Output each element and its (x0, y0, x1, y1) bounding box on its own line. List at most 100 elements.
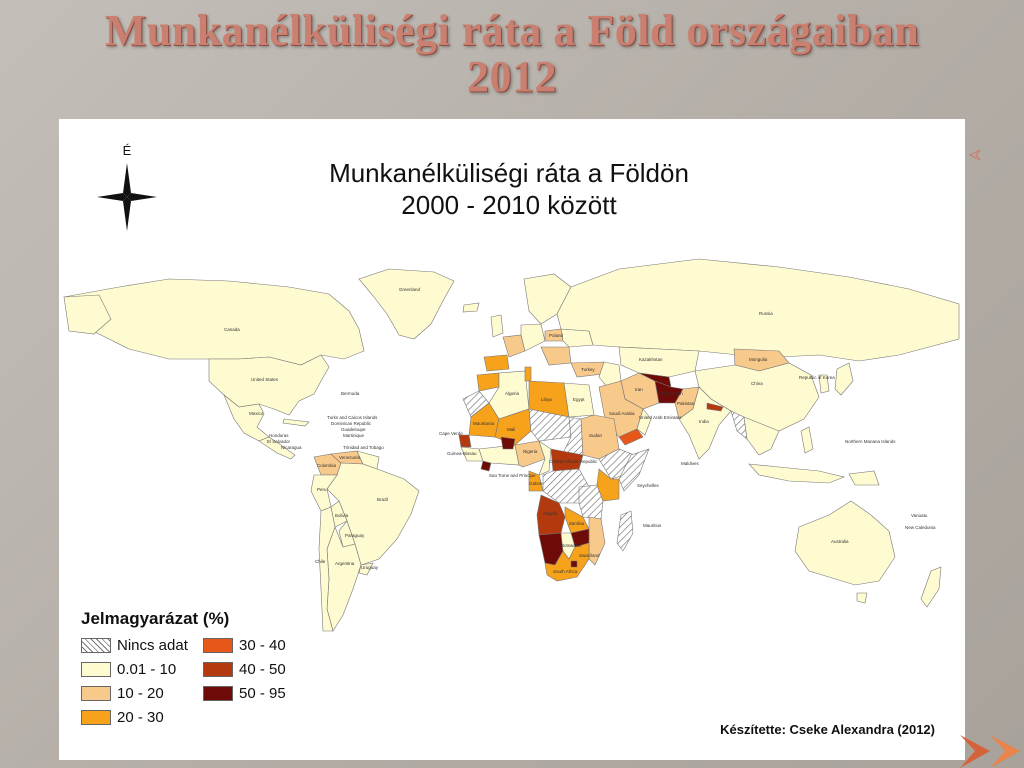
region-uruguay (358, 562, 374, 576)
label-russia: Russia (759, 311, 773, 316)
legend-label: 10 - 20 (117, 685, 164, 702)
label-iran: Iran (635, 387, 643, 392)
map-title-line1: Munkanélküliségi ráta a Földön (329, 158, 689, 188)
legend: Jelmagyarázat (%) Nincs adat 30 - 40 0.0… (81, 609, 341, 726)
region-united-states (208, 354, 330, 416)
region-central-europe (520, 323, 546, 352)
label-mali: Mali (507, 427, 515, 432)
ornament-icon (968, 149, 981, 161)
region-nigeria (514, 440, 546, 468)
label-honduras: Honduras (269, 433, 289, 438)
label-sudan: Sudan (589, 433, 603, 438)
legend-item-0-10: 0.01 - 10 (81, 661, 203, 678)
legend-swatch (203, 638, 233, 653)
label-maldives: Maldives (681, 461, 700, 466)
region-peru (310, 474, 338, 512)
label-seychelles: Seychelles (637, 483, 660, 488)
north-arrow-icon: É (97, 143, 157, 231)
region-burkina (500, 436, 516, 450)
legend-label: 0.01 - 10 (117, 661, 177, 678)
region-indonesia (748, 463, 845, 484)
label-india: India (699, 419, 709, 424)
label-mexico: Mexico (249, 411, 264, 416)
label-martinique: Martinique (343, 433, 365, 438)
label-korea: Republic of Korea (799, 375, 835, 380)
region-se-asia (743, 416, 780, 456)
region-alaska (63, 294, 112, 335)
label-el-salvador: El Salvador (267, 439, 291, 444)
legend-title: Jelmagyarázat (%) (81, 609, 230, 628)
legend-swatch (81, 710, 111, 725)
label-bolivia: Bolivia (335, 513, 349, 518)
legend-swatch (81, 686, 111, 701)
region-lesotho (570, 560, 578, 568)
map-credit: Készítette: Cseke Alexandra (2012) (720, 722, 935, 737)
region-tunisia (524, 366, 532, 382)
label-chile: Chile (315, 559, 326, 564)
country-labels: Greenland Canada United States Bermuda M… (224, 287, 936, 574)
label-vanuatu: Vanuatu (911, 513, 928, 518)
legend-item-no-data: Nincs adat (81, 637, 203, 654)
region-greenland (358, 268, 455, 340)
label-car: Central African Republic (549, 459, 598, 464)
legend-label: 30 - 40 (239, 637, 286, 654)
label-turkey: Turkey (581, 367, 595, 372)
slide-title-line1: Munkanélküliségi ráta a Föld országaiban (104, 6, 920, 55)
legend-label: 20 - 30 (117, 709, 164, 726)
label-sao-tome: Sao Tome and Principe (489, 473, 536, 478)
region-chile (318, 506, 336, 632)
region-spain (483, 354, 510, 372)
label-venezuela: Venezuela (339, 455, 361, 460)
region-central-america (258, 436, 296, 460)
region-australia (794, 500, 896, 586)
slide-title: Munkanélküliségi ráta a Föld országaiban… (0, 8, 1024, 100)
label-greenland: Greenland (399, 287, 421, 292)
legend-swatch (81, 638, 111, 653)
legend-swatch (81, 662, 111, 677)
region-niger (528, 408, 572, 442)
label-china: China (751, 381, 763, 386)
legend-item-10-20: 10 - 20 (81, 685, 203, 702)
label-nicaragua: Nicaragua (281, 445, 302, 450)
region-iceland (462, 302, 480, 313)
region-ukraine (560, 328, 594, 348)
label-poland: Poland (549, 333, 564, 338)
region-png (848, 470, 880, 486)
label-colombia: Colombia (317, 463, 337, 468)
legend-item-30-40: 30 - 40 (203, 637, 323, 654)
label-gabon: Gabon (529, 481, 543, 486)
legend-grid: Nincs adat 30 - 40 0.01 - 10 40 - 50 10 … (81, 637, 341, 726)
label-botswana: Botswana (561, 543, 581, 548)
legend-label: Nincs adat (117, 637, 188, 654)
label-paraguay: Paraguay (345, 533, 365, 538)
label-trinidad-tobago: Trinidad and Tobago (343, 445, 384, 450)
legend-item-50-95: 50 - 95 (203, 685, 323, 702)
legend-item-40-50: 40 - 50 (203, 661, 323, 678)
region-korea (818, 374, 830, 394)
region-philippines (800, 426, 814, 454)
label-mauritius: Mauritius (643, 523, 662, 528)
label-united-states: United States (251, 377, 279, 382)
label-turks-caicos: Turks and Caicos Islands (327, 415, 378, 420)
label-zambia: Zambia (569, 521, 585, 526)
label-nigeria: Nigeria (523, 449, 538, 454)
region-senegal (458, 434, 472, 448)
label-mongolia: Mongolia (749, 357, 768, 362)
region-india (678, 386, 732, 460)
label-new-caledonia: New Caledonia (905, 525, 936, 530)
label-australia: Australia (831, 539, 849, 544)
region-japan (834, 362, 854, 396)
region-madagascar (616, 510, 634, 552)
region-cameroon (538, 440, 552, 476)
label-argentina: Argentina (335, 561, 355, 566)
region-tasmania (856, 592, 868, 604)
map-title-line2: 2000 - 2010 között (401, 190, 617, 220)
label-saudi-arabia: Saudi Arabia (609, 411, 635, 416)
label-cape-verde: Cape Verde (439, 431, 463, 436)
label-angola: Angola (543, 511, 558, 516)
legend-swatch (203, 662, 233, 677)
label-libya: Libya (541, 397, 552, 402)
label-south-africa: South Africa (553, 569, 578, 574)
region-uk (490, 314, 504, 338)
region-south-africa (544, 542, 590, 582)
